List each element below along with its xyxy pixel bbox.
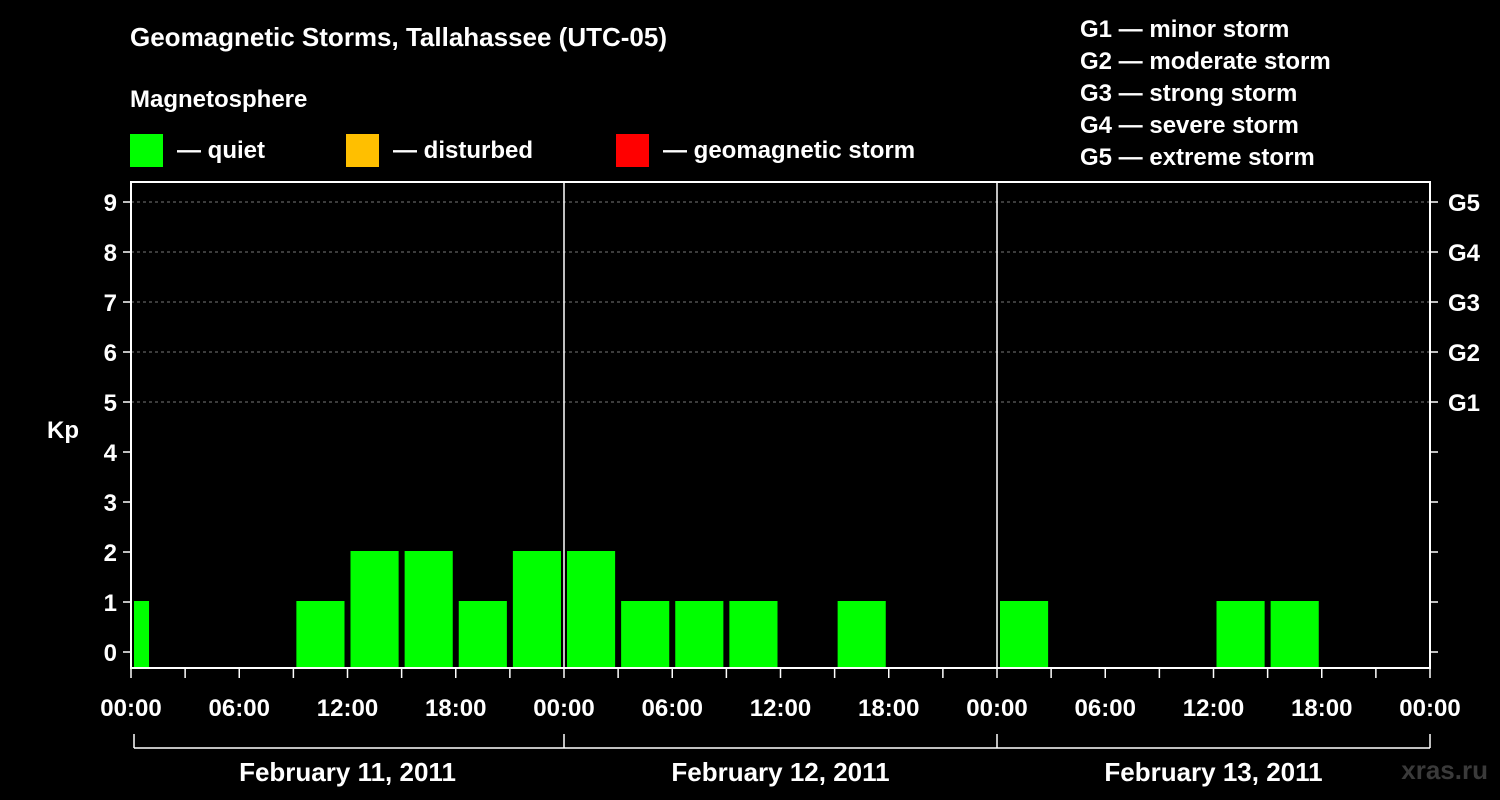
x-tick-label: 12:00 — [750, 695, 811, 722]
y-tick-label: 9 — [104, 190, 117, 217]
chart-subtitle: Magnetosphere — [130, 86, 308, 113]
kp-bar — [729, 601, 778, 668]
kp-bar — [458, 601, 507, 668]
g-level-label: G1 — [1448, 390, 1480, 417]
legend-item-storm: — geomagnetic storm — [616, 134, 915, 167]
x-tick-label: 18:00 — [425, 695, 486, 722]
kp-bar — [1000, 601, 1049, 668]
x-tick-label: 18:00 — [1291, 695, 1352, 722]
y-tick-label: 7 — [104, 290, 117, 317]
y-tick-label: 2 — [104, 540, 117, 567]
y-tick-label: 4 — [104, 440, 118, 467]
g-scale-item: G1 — minor storm — [1080, 16, 1290, 43]
kp-bar — [512, 551, 561, 668]
x-tick-label: 06:00 — [1075, 695, 1136, 722]
x-tick-label: 18:00 — [858, 695, 919, 722]
legend-swatch-quiet — [130, 134, 163, 167]
legend-swatch-storm — [616, 134, 649, 167]
y-tick-label: 3 — [104, 490, 117, 517]
x-tick-label: 06:00 — [642, 695, 703, 722]
kp-bar — [1216, 601, 1265, 668]
y-axis-label: Kp — [47, 417, 79, 444]
y-tick-label: 5 — [104, 390, 117, 417]
legend-label-quiet: — quiet — [177, 136, 265, 164]
g-scale-item: G5 — extreme storm — [1080, 144, 1315, 171]
kp-bar — [621, 601, 670, 668]
g-level-label: G2 — [1448, 340, 1480, 367]
g-scale-item: G2 — moderate storm — [1080, 48, 1331, 75]
legend-label-disturbed: — disturbed — [393, 136, 534, 164]
g-scale-item: G3 — strong storm — [1080, 80, 1298, 107]
y-tick-label: 1 — [104, 590, 117, 617]
x-tick-label: 00:00 — [1399, 695, 1460, 722]
kp-bar — [134, 601, 150, 668]
x-tick-label: 12:00 — [317, 695, 378, 722]
legend-item-quiet: — quiet — [130, 134, 265, 167]
day-label: February 11, 2011 — [239, 757, 456, 787]
watermark: xras.ru — [1401, 755, 1488, 785]
kp-bar — [567, 551, 616, 668]
kp-bar — [837, 601, 886, 668]
legend-label-storm: — geomagnetic storm — [663, 136, 916, 164]
y-tick-label: 8 — [104, 240, 117, 267]
plot-frame — [130, 181, 1431, 669]
y-tick-label: 0 — [104, 640, 117, 667]
g-scale-legend: G1 — minor storm G2 — moderate storm G3 … — [1080, 14, 1331, 174]
day-label: February 13, 2011 — [1104, 757, 1322, 787]
kp-bar — [675, 601, 724, 668]
g-scale-item: G4 — severe storm — [1080, 112, 1299, 139]
x-tick-label: 12:00 — [1183, 695, 1244, 722]
day-label: February 12, 2011 — [671, 757, 889, 787]
x-tick-label: 00:00 — [966, 695, 1027, 722]
kp-bar — [350, 551, 399, 668]
kp-bar — [1270, 601, 1319, 668]
x-tick-label: 00:00 — [100, 695, 161, 722]
x-tick-label: 06:00 — [209, 695, 270, 722]
g-level-label: G4 — [1448, 240, 1481, 267]
kp-bar — [404, 551, 453, 668]
x-tick-label: 00:00 — [533, 695, 594, 722]
legend-swatch-disturbed — [346, 134, 379, 167]
y-tick-label: 6 — [104, 340, 117, 367]
legend-item-disturbed: — disturbed — [346, 134, 533, 167]
g-level-label: G5 — [1448, 190, 1480, 217]
g-level-label: G3 — [1448, 290, 1480, 317]
kp-bar — [296, 601, 345, 668]
chart-title: Geomagnetic Storms, Tallahassee (UTC-05) — [130, 22, 668, 52]
